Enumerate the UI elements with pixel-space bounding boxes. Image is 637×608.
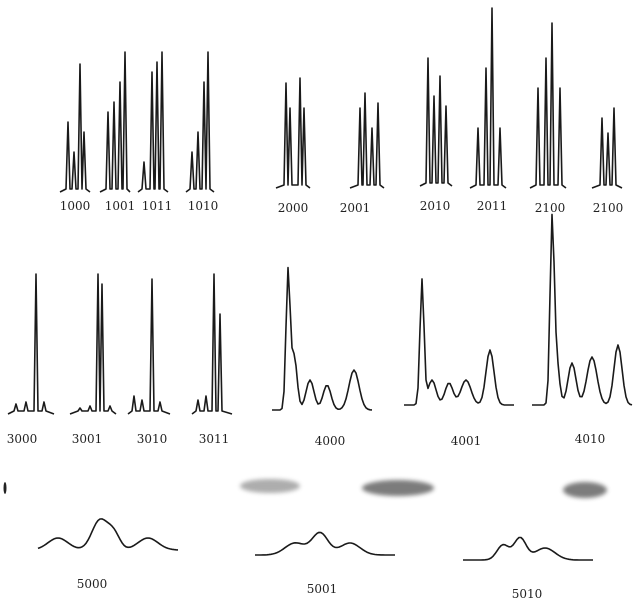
spectrum-trace xyxy=(419,57,453,187)
panel-label: 3001 xyxy=(72,432,103,446)
panel-label: 2100 xyxy=(535,201,566,215)
panel-label: 1000 xyxy=(60,199,91,213)
panel-label: 2100 xyxy=(593,201,624,215)
spectrum-trace xyxy=(349,92,385,189)
panel-label: 3011 xyxy=(199,432,230,446)
spectrum-trace xyxy=(185,51,215,193)
panel-label: 1010 xyxy=(188,199,219,213)
smudge xyxy=(563,482,607,498)
panel-label: 2010 xyxy=(420,199,451,213)
panel-label: 1001 xyxy=(105,199,136,213)
panel-label: 2011 xyxy=(477,199,508,213)
panel-label: 5010 xyxy=(512,587,543,601)
spectrum-trace xyxy=(191,273,233,415)
panel-label: 2001 xyxy=(340,201,371,215)
spectrum-trace xyxy=(137,51,169,193)
speck xyxy=(3,482,7,494)
panel-label: 3010 xyxy=(137,432,168,446)
panel-label: 4010 xyxy=(575,432,606,446)
smudge xyxy=(240,479,300,493)
spectrum-trace xyxy=(591,107,623,189)
spectrum-trace xyxy=(275,77,311,189)
panel-label: 1011 xyxy=(142,199,173,213)
panel-label: 2000 xyxy=(278,201,309,215)
spectrum-trace xyxy=(127,278,171,415)
spectrum-trace xyxy=(404,278,514,406)
panel-label: 4001 xyxy=(451,434,482,448)
spectrum-trace xyxy=(59,63,91,193)
spectrum-trace xyxy=(255,531,395,556)
spectrum-trace xyxy=(272,266,373,411)
spectrum-trace xyxy=(37,518,179,551)
spectrum-trace xyxy=(99,51,131,193)
spectrum-trace xyxy=(7,273,55,415)
panel-label: 4000 xyxy=(315,434,346,448)
smudge xyxy=(362,480,434,496)
spectrum-trace xyxy=(529,22,567,189)
spectrum-trace xyxy=(69,273,117,415)
panel-label: 3000 xyxy=(7,432,38,446)
spectrum-trace xyxy=(532,213,633,406)
spectrum-trace xyxy=(463,536,593,561)
spectrum-trace xyxy=(469,7,507,189)
panel-label: 5001 xyxy=(307,582,338,596)
panel-label: 5000 xyxy=(77,577,108,591)
